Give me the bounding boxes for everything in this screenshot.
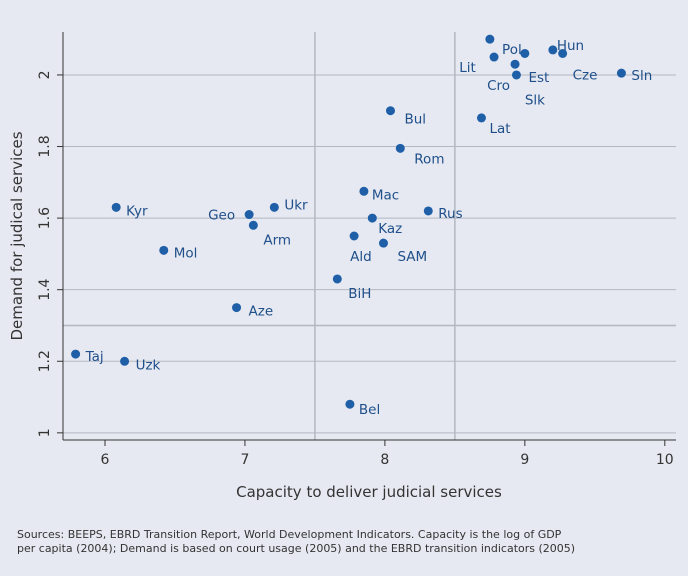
y-tick-label: 1.2 [37,350,53,372]
point [616,68,626,78]
point-label: Ukr [284,197,308,213]
x-tick-label: 8 [380,452,389,468]
point-label: Taj [85,349,104,365]
source-note: per capita (2004); Demand is based on co… [17,542,575,555]
point [345,399,355,409]
point [511,70,521,80]
point-label: Geo [208,208,235,224]
point-label: BiH [348,286,371,302]
point [510,59,520,69]
point [349,231,359,241]
point [248,220,258,230]
point-label: Slk [525,92,545,108]
x-tick-label: 10 [656,452,674,468]
y-tick-label: 1.4 [37,278,53,300]
point-label: Sln [631,68,652,84]
point-label: Lit [459,60,476,76]
point-label: Aze [249,304,274,320]
point [269,202,279,212]
x-tick-label: 7 [240,452,249,468]
point [111,202,121,212]
point-label: Bel [359,402,380,418]
point-label: Rus [438,206,462,222]
y-tick-label: 1.8 [37,135,53,157]
x-tick-label: 9 [520,452,529,468]
x-axis-label: Capacity to deliver judicial services [236,483,502,501]
point-label: Est [528,70,549,86]
x-tick-label: 6 [101,452,110,468]
point [520,48,530,58]
point [332,274,342,284]
point [548,45,558,55]
point [359,186,369,196]
point [244,210,254,220]
point-label: Uzk [136,357,161,373]
point-label: Mac [372,187,399,203]
point [232,303,242,313]
point [378,238,388,248]
point-label: Kaz [378,221,402,237]
source-note: Sources: BEEPS, EBRD Transition Report, … [17,528,562,541]
point-label: Bul [404,112,426,128]
point-label: Cze [573,67,598,83]
point [476,113,486,123]
point-label: Pol [502,42,522,58]
point-label: Ald [350,249,372,265]
point-label: SAM [397,249,427,265]
point-label: Lat [489,121,510,137]
point [385,106,395,116]
point [367,213,377,223]
point [485,34,495,44]
point-label: Cro [487,78,510,94]
point-label: Kyr [126,203,148,219]
point-label: Mol [174,245,198,261]
point [395,143,405,153]
y-tick-label: 1.6 [37,207,53,229]
y-axis-label: Demand for judical services [8,131,26,340]
point-label: Rom [414,151,444,167]
y-tick-label: 2 [37,70,53,79]
point [558,48,568,58]
y-tick-label: 1 [37,428,53,437]
point [489,52,499,62]
point [120,356,130,366]
point [159,245,169,255]
point [71,349,81,359]
point-label: Arm [263,232,291,248]
point [423,206,433,216]
